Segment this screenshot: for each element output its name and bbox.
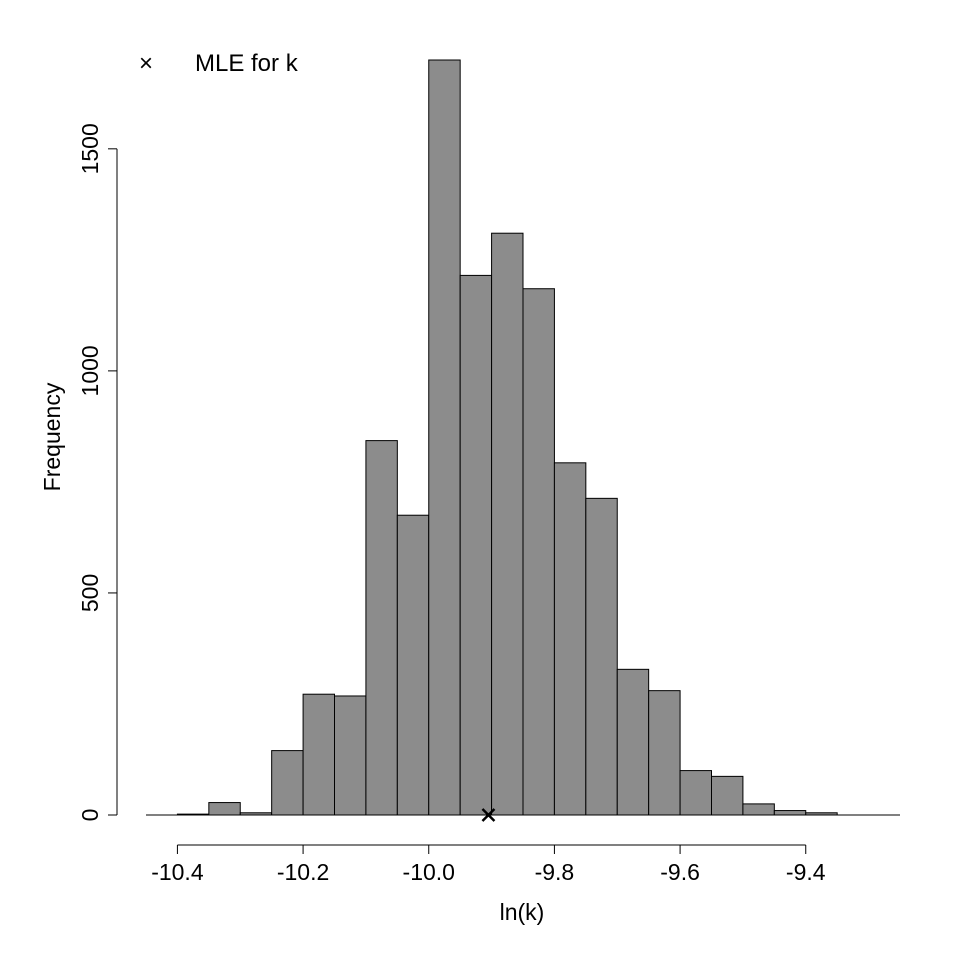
x-tick-label: -9.8 xyxy=(535,859,575,885)
x-tick-label: -9.6 xyxy=(660,859,700,885)
x-axis: -10.4 -10.2 -10.0 -9.8 -9.6 -9.4 xyxy=(151,844,826,885)
mle-cross-mark xyxy=(481,808,496,822)
y-axis-label: Frequency xyxy=(39,382,65,491)
x-tick-label: -10.4 xyxy=(151,859,204,885)
histogram-bar xyxy=(679,770,712,816)
histogram-bar xyxy=(396,514,430,816)
histogram-bar xyxy=(522,288,555,816)
histogram-bar xyxy=(271,750,304,816)
histogram-bar xyxy=(616,668,650,816)
mle-marker xyxy=(481,808,496,822)
legend-label: MLE for k xyxy=(195,50,299,77)
y-tick-label: 1500 xyxy=(77,123,103,174)
histogram-bar xyxy=(648,690,681,816)
histogram-bar xyxy=(334,695,367,816)
x-axis-label: ln(k) xyxy=(500,899,545,925)
y-tick-label: 1000 xyxy=(77,345,103,396)
histogram-bars xyxy=(176,59,838,816)
histogram-bar xyxy=(428,59,461,816)
x-tick-label: -9.4 xyxy=(786,859,826,885)
histogram-bar xyxy=(711,775,744,816)
legend: × MLE for k xyxy=(139,50,299,77)
histogram-bar xyxy=(773,810,807,816)
histogram-bar xyxy=(742,803,775,816)
histogram-bar xyxy=(302,693,336,816)
histogram-bar xyxy=(365,440,398,816)
y-tick-label: 0 xyxy=(77,809,103,822)
y-tick-label: 500 xyxy=(77,574,103,612)
x-tick-label: -10.0 xyxy=(403,859,455,885)
histogram-bar xyxy=(459,274,493,816)
histogram-bar xyxy=(491,232,524,816)
x-tick-label: -10.2 xyxy=(277,859,329,885)
histogram-bar xyxy=(585,497,618,816)
histogram-bar xyxy=(208,802,241,816)
legend-marker-symbol: × xyxy=(139,50,153,77)
histogram-bar xyxy=(553,462,587,816)
y-axis: 0 500 1000 1500 xyxy=(77,123,118,822)
